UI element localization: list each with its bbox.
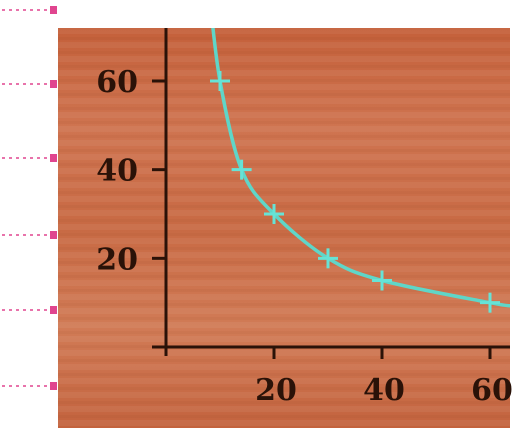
- edge-dot-3: [50, 231, 57, 239]
- x-tick-label-20: 20: [255, 373, 297, 408]
- x-tick-label-60: 60: [471, 373, 513, 408]
- data-point-1: [231, 159, 252, 180]
- y-tick-label-60: 60: [96, 65, 138, 100]
- ticks: [152, 79, 492, 359]
- y-tick-label-40: 40: [96, 154, 138, 189]
- chart-background: [58, 28, 510, 428]
- edge-dot-5: [50, 382, 57, 390]
- data-point-3: [318, 248, 338, 269]
- data-point-5: [480, 292, 500, 313]
- edge-dot-2: [50, 154, 57, 162]
- data-point-4: [372, 270, 392, 291]
- y-tick-label-20: 20: [96, 242, 138, 277]
- x-tick-label-40: 40: [363, 373, 405, 408]
- tick-labels: 20 40 60 20 40 60: [96, 65, 513, 408]
- data-point-0: [210, 71, 230, 91]
- edge-dot-1: [50, 80, 57, 88]
- edge-dot-4: [50, 306, 57, 314]
- data-point-2: [264, 204, 284, 224]
- edge-dot-0: [50, 6, 57, 14]
- edge-decoration: [2, 6, 57, 390]
- series: [210, 28, 510, 313]
